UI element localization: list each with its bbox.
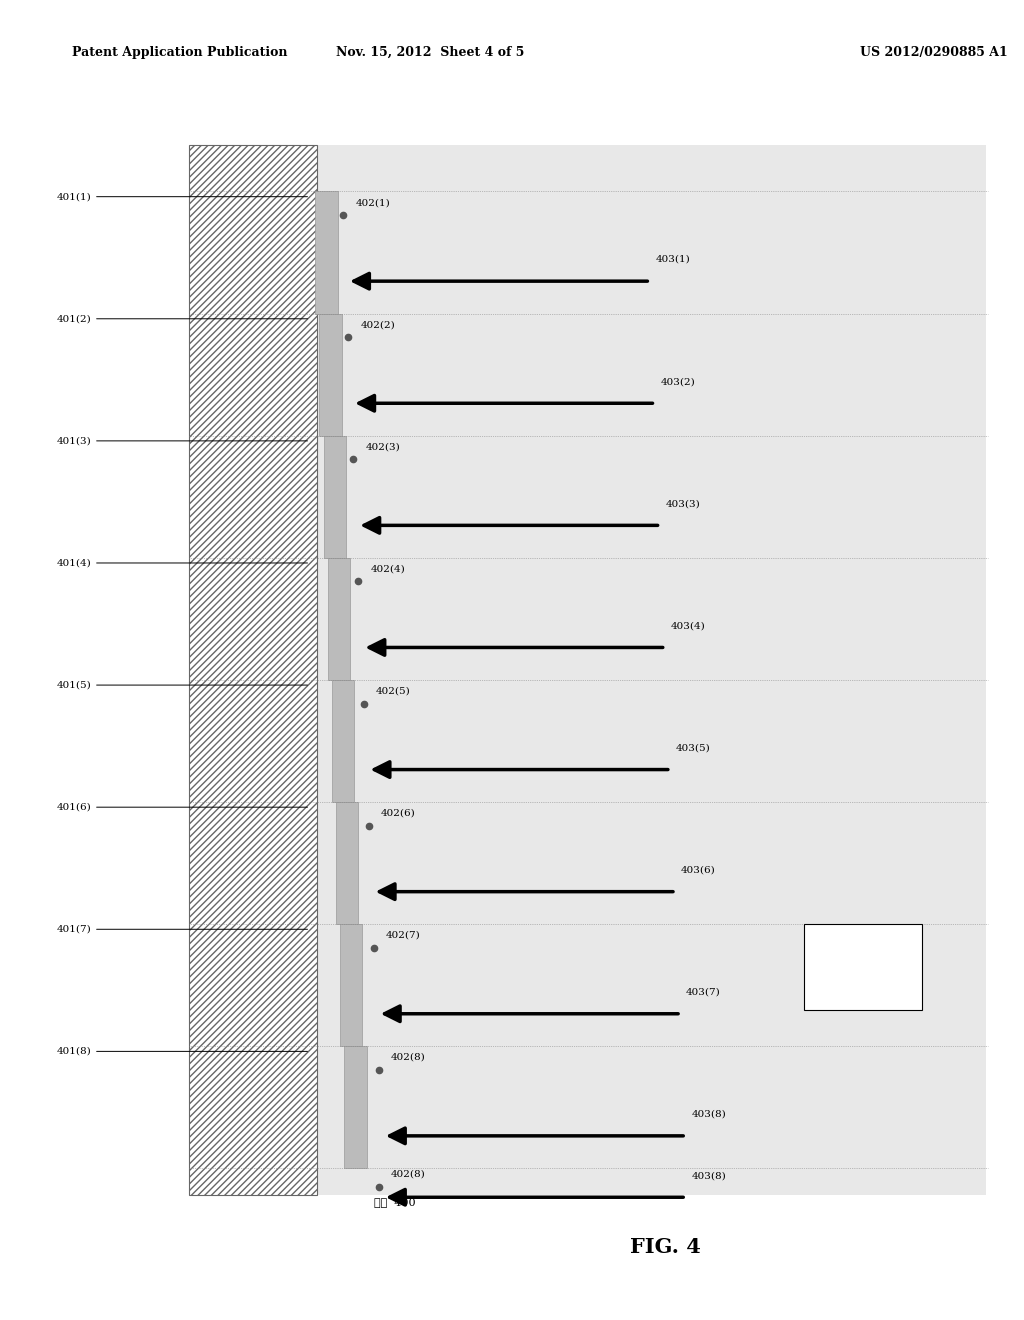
- Text: 402(7): 402(7): [386, 931, 421, 940]
- Bar: [319, 314, 342, 436]
- Bar: [189, 145, 317, 1195]
- Text: 401(5): 401(5): [56, 681, 307, 689]
- Text: 401(4): 401(4): [56, 558, 307, 568]
- Text: 401(1): 401(1): [56, 193, 307, 201]
- Bar: [344, 1045, 367, 1168]
- Text: 402(6): 402(6): [381, 809, 416, 818]
- Text: 〈〉  400: 〈〉 400: [374, 1197, 416, 1208]
- Text: 401(8): 401(8): [56, 1047, 307, 1056]
- Text: 402(4): 402(4): [371, 565, 406, 573]
- Text: 403(2): 403(2): [660, 378, 695, 387]
- Text: 401(2): 401(2): [56, 314, 307, 323]
- Bar: [804, 924, 922, 1010]
- Text: 401(6): 401(6): [56, 803, 307, 812]
- Bar: [340, 924, 362, 1045]
- Text: 403(3): 403(3): [666, 499, 700, 508]
- Text: 402(5): 402(5): [376, 686, 411, 696]
- Text: 402(1): 402(1): [355, 198, 390, 207]
- Text: 402(2): 402(2): [360, 321, 395, 330]
- Text: Patent Application Publication: Patent Application Publication: [72, 46, 287, 59]
- Text: 403(4): 403(4): [671, 622, 706, 630]
- Text: 403(8): 403(8): [691, 1171, 726, 1180]
- Text: 403(5): 403(5): [676, 743, 711, 752]
- Text: 403(7): 403(7): [686, 987, 721, 997]
- Text: Nov. 15, 2012  Sheet 4 of 5: Nov. 15, 2012 Sheet 4 of 5: [336, 46, 524, 59]
- Text: 403(1): 403(1): [655, 255, 690, 264]
- Text: FIG. 4: FIG. 4: [630, 1237, 701, 1258]
- Text: 401(3): 401(3): [56, 437, 307, 445]
- Text: 403(8): 403(8): [691, 1110, 726, 1118]
- Bar: [328, 557, 350, 680]
- Bar: [336, 803, 358, 924]
- Bar: [315, 145, 986, 1195]
- Text: 401(7): 401(7): [56, 925, 307, 933]
- Text: 402(8): 402(8): [391, 1053, 426, 1061]
- Text: US 2012/0290885 A1: US 2012/0290885 A1: [860, 46, 1008, 59]
- Bar: [332, 680, 354, 803]
- Text: 402(3): 402(3): [366, 442, 400, 451]
- Text: 403(6): 403(6): [681, 866, 716, 875]
- Text: No
Sampling
Decision: No Sampling Decision: [841, 952, 885, 982]
- Bar: [324, 436, 346, 557]
- Bar: [315, 191, 338, 314]
- Text: 402(8): 402(8): [391, 1170, 426, 1179]
